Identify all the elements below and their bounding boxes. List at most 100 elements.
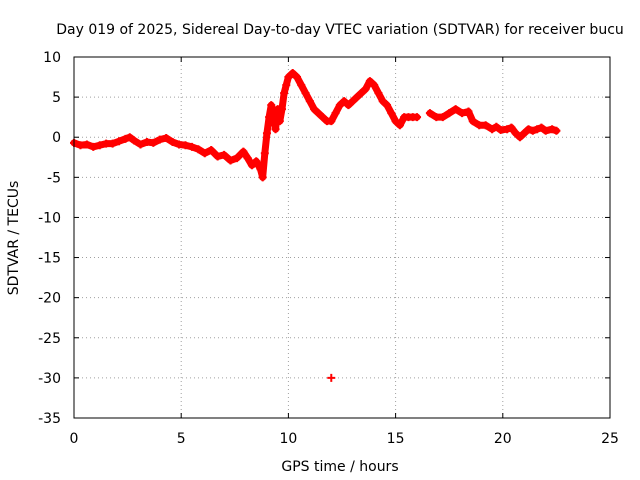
data-point	[353, 93, 362, 102]
data-point	[468, 117, 477, 126]
data-point	[374, 89, 383, 98]
x-tick-label: 25	[601, 431, 619, 447]
data-point	[108, 139, 117, 148]
data-point	[503, 125, 512, 134]
data-point	[149, 138, 158, 147]
data-point	[361, 85, 370, 94]
data-point	[488, 125, 497, 134]
data-point	[187, 142, 196, 151]
data-point	[265, 113, 274, 122]
data-point	[252, 157, 261, 166]
data-point	[288, 69, 297, 78]
data-point	[310, 105, 319, 114]
y-tick-label: -20	[38, 291, 61, 307]
data-point	[155, 135, 164, 144]
x-tick-label: 10	[279, 431, 297, 447]
data-point	[284, 73, 293, 82]
data-point	[438, 113, 447, 122]
data-point	[275, 117, 284, 126]
data-point	[331, 109, 340, 118]
data-point	[256, 165, 265, 174]
data-point	[168, 138, 177, 147]
data-point	[213, 152, 222, 161]
data-point	[314, 109, 323, 118]
tick-layer: 0 5 10 15 20 25 10 5 0 -5 -10 -15 -20 -25 -30 -35	[38, 50, 619, 447]
data-point	[520, 129, 529, 138]
data-point	[395, 121, 404, 130]
data-point	[258, 173, 267, 182]
data-point	[277, 105, 286, 114]
x-tick-label: 20	[494, 431, 512, 447]
x-tick-label: 5	[177, 431, 186, 447]
data-point	[207, 146, 216, 155]
data-point	[121, 134, 130, 143]
data-point	[280, 89, 289, 98]
data-point	[327, 117, 336, 126]
data-point	[344, 101, 353, 110]
data-point	[533, 125, 542, 134]
data-point	[537, 123, 546, 132]
data-point	[481, 121, 490, 130]
y-tick-label: -10	[38, 210, 61, 226]
data-point	[95, 141, 104, 150]
data-point	[125, 133, 134, 142]
data-point	[247, 161, 256, 170]
data-point	[162, 134, 171, 143]
data-point	[335, 101, 344, 110]
data-point	[232, 154, 241, 163]
y-tick-label: -5	[47, 170, 61, 186]
data-point	[260, 149, 269, 158]
data-point	[239, 147, 248, 156]
data-point	[451, 105, 460, 114]
data-point	[357, 89, 366, 98]
y-axis-label: SDTVAR / TECUs	[6, 181, 22, 296]
data-point	[181, 141, 190, 150]
data-point	[220, 150, 229, 159]
y-tick-label: 0	[52, 130, 61, 146]
data-point	[130, 136, 139, 145]
data-point	[507, 123, 516, 132]
data-point	[348, 97, 357, 106]
data-point	[269, 109, 278, 118]
data-point	[458, 109, 467, 118]
data-point	[200, 149, 209, 158]
data-point	[115, 137, 124, 146]
data-point	[445, 109, 454, 118]
series-layer	[70, 69, 561, 382]
x-axis-label: GPS time / hours	[281, 459, 398, 475]
data-point	[492, 122, 501, 131]
data-point	[340, 97, 349, 106]
data-point	[82, 140, 91, 149]
plot-frame	[73, 56, 611, 419]
data-point	[524, 125, 533, 134]
data-point	[297, 81, 306, 90]
data-point	[327, 373, 336, 382]
data-point	[511, 129, 520, 138]
data-point	[541, 126, 550, 135]
data-point	[136, 140, 145, 149]
data-point	[528, 126, 537, 135]
chart-title: Day 019 of 2025, Sidereal Day-to-day VTE…	[56, 22, 624, 38]
data-point	[267, 101, 276, 110]
data-point	[243, 154, 252, 163]
data-point	[383, 101, 392, 110]
grid-layer	[74, 57, 610, 418]
data-point	[262, 129, 271, 138]
data-point	[301, 89, 310, 98]
y-tick-label: -35	[38, 411, 61, 427]
data-point	[305, 97, 314, 106]
data-point	[515, 133, 524, 142]
y-tick-label: -30	[38, 371, 61, 387]
x-tick-label: 0	[70, 431, 79, 447]
y-tick-label: 10	[43, 50, 61, 66]
data-point	[226, 156, 235, 165]
data-point	[89, 142, 98, 151]
data-point	[387, 109, 396, 118]
data-point	[464, 107, 473, 116]
data-point	[370, 81, 379, 90]
data-point	[194, 145, 203, 154]
data-point	[365, 77, 374, 86]
data-point	[552, 126, 561, 135]
y-tick-label: 5	[52, 90, 61, 106]
